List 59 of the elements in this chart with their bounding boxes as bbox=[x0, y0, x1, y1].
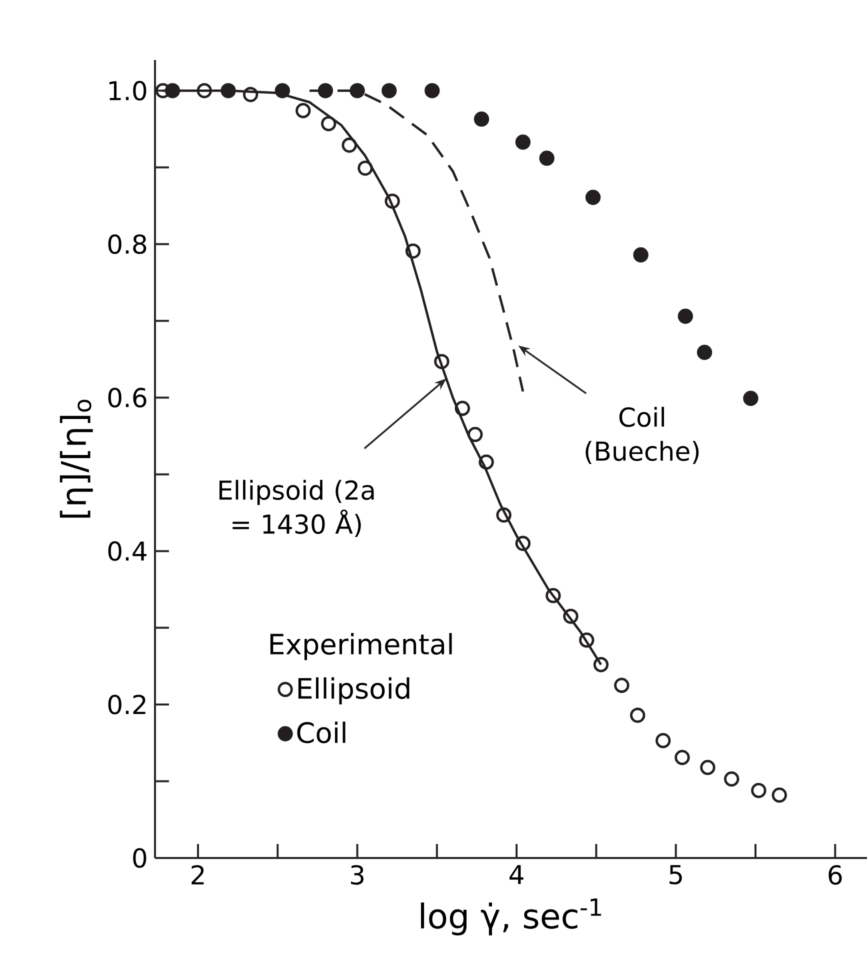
point bbox=[678, 308, 694, 324]
point bbox=[350, 83, 365, 98]
point bbox=[700, 760, 716, 776]
x-axis-title: log γ̇, sec$^{-1}$ bbox=[420, 898, 602, 936]
x-tick-label: 3 bbox=[350, 865, 364, 885]
annotation: Coil (Bueche) bbox=[586, 406, 699, 464]
y-tick-label: 1.0 bbox=[109, 80, 146, 101]
point bbox=[515, 134, 531, 150]
point bbox=[743, 390, 758, 406]
point bbox=[546, 588, 561, 604]
point bbox=[164, 83, 180, 98]
legend-title: Experimental bbox=[270, 633, 452, 660]
annotation: Ellipsoid (2a = 1430 Å) bbox=[219, 480, 374, 538]
x-tick-label: 6 bbox=[828, 865, 842, 885]
point bbox=[220, 83, 236, 98]
point bbox=[656, 732, 671, 748]
point bbox=[382, 83, 397, 98]
point bbox=[358, 160, 373, 176]
point bbox=[342, 138, 357, 153]
point bbox=[496, 507, 512, 523]
legend-label: Coil bbox=[297, 722, 346, 744]
point bbox=[630, 708, 646, 723]
point bbox=[296, 103, 311, 118]
point bbox=[384, 194, 400, 209]
point bbox=[614, 678, 630, 693]
point bbox=[454, 400, 470, 416]
point bbox=[633, 247, 648, 262]
point bbox=[579, 632, 594, 648]
point bbox=[515, 536, 531, 551]
point bbox=[474, 111, 490, 127]
point bbox=[539, 150, 554, 166]
point bbox=[751, 782, 766, 798]
x-tick-label: 4 bbox=[510, 865, 524, 884]
point bbox=[696, 344, 712, 360]
point bbox=[772, 787, 787, 803]
point bbox=[318, 83, 334, 98]
point bbox=[274, 83, 290, 98]
point bbox=[405, 243, 421, 259]
y-tick-label: 0 bbox=[133, 848, 146, 868]
point bbox=[468, 426, 483, 442]
point bbox=[434, 354, 450, 370]
y-tick-label: 0.6 bbox=[108, 388, 146, 408]
point bbox=[563, 608, 578, 624]
point bbox=[724, 771, 740, 787]
point bbox=[593, 657, 609, 672]
y-tick-label: 0.2 bbox=[108, 694, 146, 714]
point bbox=[585, 190, 601, 205]
point bbox=[196, 83, 212, 98]
legend-label: Ellipsoid bbox=[298, 677, 410, 704]
point bbox=[321, 116, 336, 132]
x-tick-label: 2 bbox=[192, 865, 204, 884]
y-axis-title: [η]/[η]$_{o}$ bbox=[60, 400, 93, 518]
y-tick-label: 0.8 bbox=[108, 234, 146, 254]
point bbox=[242, 86, 258, 102]
point bbox=[478, 454, 494, 470]
point bbox=[424, 83, 440, 98]
point bbox=[674, 750, 690, 766]
y-tick-label: 0.4 bbox=[108, 541, 146, 561]
x-tick-label: 5 bbox=[670, 865, 682, 884]
